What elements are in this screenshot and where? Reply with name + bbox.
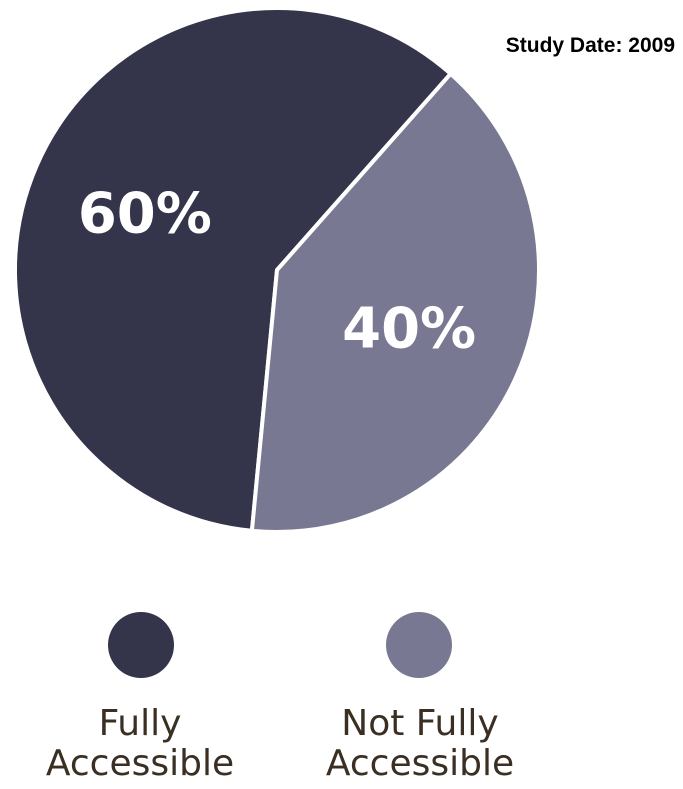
slice-label-fully-accessible: 60% [78,182,212,247]
legend-label-line: Not Fully [341,703,499,744]
pie-slice-not-fully-accessible [249,71,541,534]
legend-label-not-fully-accessible: Not Fully Accessible [300,704,540,784]
pie-slice-fully-accessible [13,6,453,533]
study-date-label: Study Date: 2009 [505,34,675,57]
legend-dot-fully-accessible [108,612,174,678]
legend-label-line: Fully [98,703,182,744]
slice-label-not-fully-accessible: 40% [342,296,476,361]
legend-label-fully-accessible: Fully Accessible [20,704,260,784]
legend-dot-not-fully-accessible [386,612,452,678]
legend-label-line: Accessible [45,743,235,784]
legend-label-line: Accessible [325,743,515,784]
